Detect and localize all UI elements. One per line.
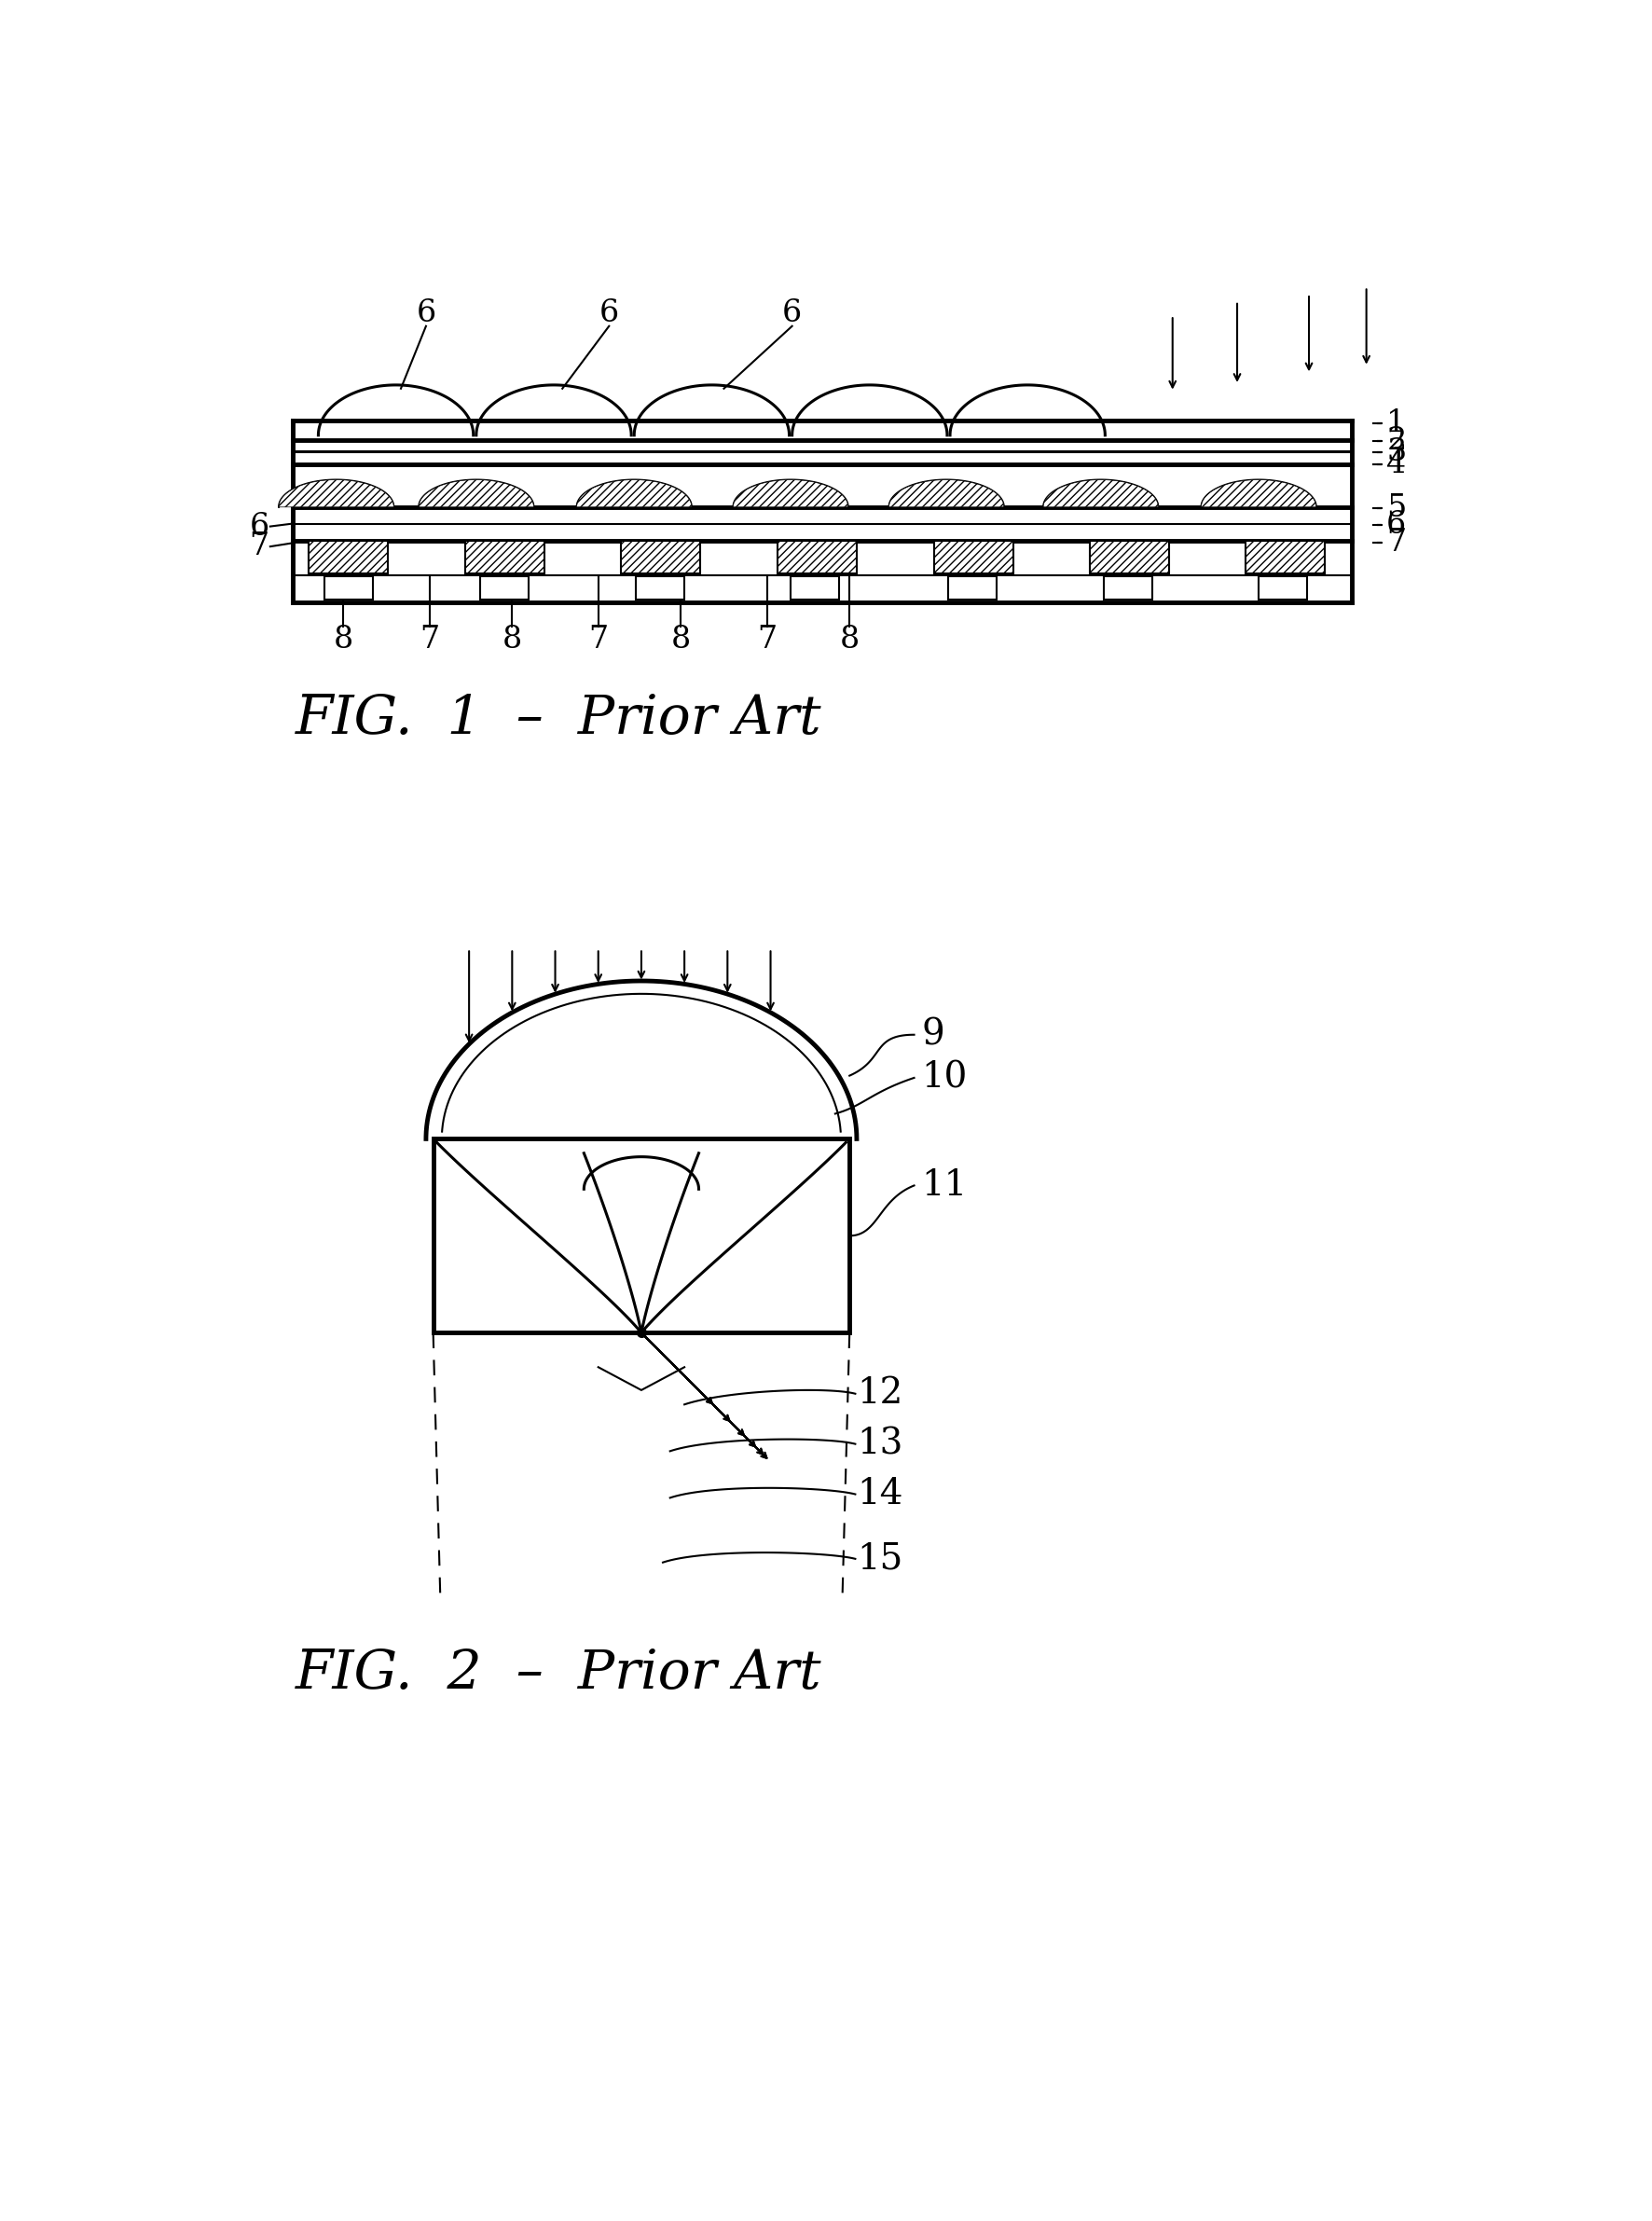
Text: 3: 3 — [1386, 438, 1406, 466]
Text: FIG.  1  –  Prior Art: FIG. 1 – Prior Art — [296, 693, 821, 746]
Bar — [1090, 540, 1170, 573]
Text: FIG.  2  –  Prior Art: FIG. 2 – Prior Art — [296, 1648, 821, 1699]
Text: 6: 6 — [1386, 511, 1406, 540]
Text: 11: 11 — [922, 1168, 966, 1204]
Bar — [1246, 540, 1325, 573]
Text: 12: 12 — [857, 1377, 902, 1410]
Bar — [948, 577, 996, 600]
Polygon shape — [733, 480, 847, 506]
Polygon shape — [420, 480, 534, 506]
Text: 7: 7 — [1386, 529, 1406, 557]
Bar — [324, 577, 373, 600]
Text: 7: 7 — [588, 624, 608, 655]
Polygon shape — [889, 480, 1004, 506]
Polygon shape — [1201, 480, 1317, 506]
Text: 5: 5 — [1386, 493, 1406, 524]
Text: 7: 7 — [420, 624, 439, 655]
Text: 8: 8 — [334, 624, 354, 655]
Text: 6: 6 — [781, 298, 801, 329]
Text: 10: 10 — [922, 1062, 968, 1095]
Text: 6: 6 — [600, 298, 620, 329]
Bar — [778, 540, 857, 573]
Text: 1: 1 — [1386, 409, 1406, 438]
Text: 6: 6 — [249, 511, 269, 542]
Bar — [935, 540, 1013, 573]
Bar — [1104, 577, 1153, 600]
Bar — [621, 540, 700, 573]
Polygon shape — [279, 480, 393, 506]
Text: 8: 8 — [502, 624, 522, 655]
Bar — [309, 540, 388, 573]
Bar — [433, 1139, 849, 1333]
Text: 14: 14 — [857, 1477, 904, 1513]
Text: 7: 7 — [757, 624, 776, 655]
Bar — [791, 577, 839, 600]
Polygon shape — [1044, 480, 1158, 506]
Text: 15: 15 — [857, 1541, 902, 1577]
Text: 7: 7 — [249, 531, 269, 562]
Bar — [1259, 577, 1307, 600]
Polygon shape — [577, 480, 692, 506]
Text: 2: 2 — [1386, 426, 1406, 455]
Bar — [466, 540, 545, 573]
Text: 9: 9 — [922, 1017, 945, 1053]
Text: 8: 8 — [839, 624, 859, 655]
Text: 4: 4 — [1386, 451, 1406, 480]
Bar — [636, 577, 684, 600]
Text: 8: 8 — [671, 624, 691, 655]
Text: 13: 13 — [857, 1426, 902, 1461]
Text: 6: 6 — [416, 298, 436, 329]
Bar — [479, 577, 529, 600]
